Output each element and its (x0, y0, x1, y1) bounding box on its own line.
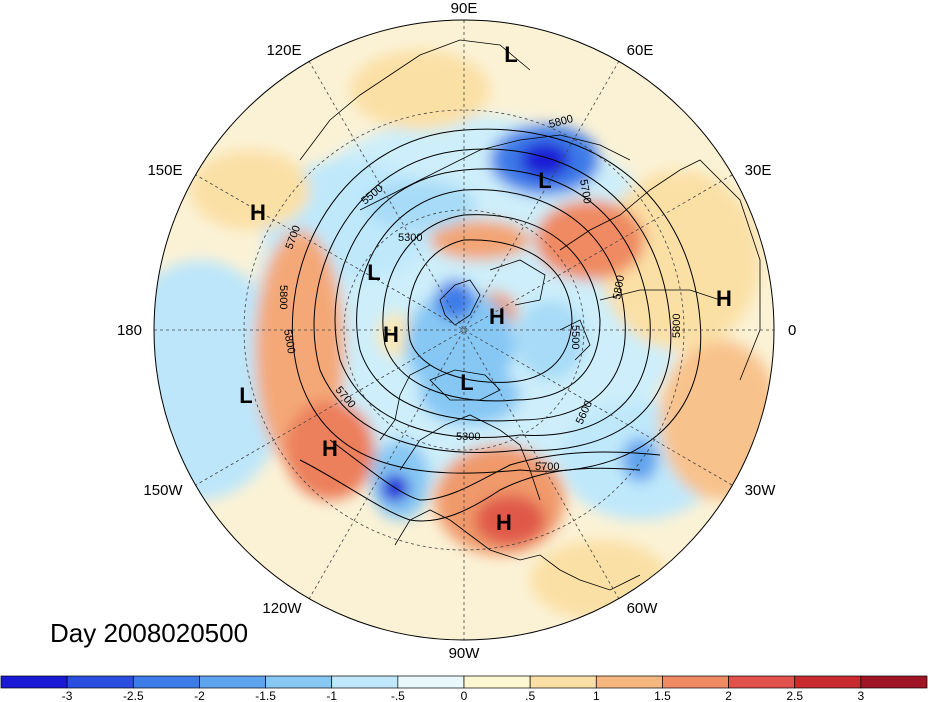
colorbar-swatch (0, 675, 68, 689)
lon-label-30e: 30E (745, 162, 772, 179)
colorbar-swatch (794, 675, 862, 689)
contour-label: 5700 (535, 461, 559, 473)
colorbar-tick-label: 1 (593, 689, 600, 702)
colorbar-swatch (265, 675, 333, 689)
contour-label: 5300 (456, 431, 480, 443)
contour-label: 5800 (611, 274, 627, 300)
coastlines (299, 39, 761, 591)
colorbar-swatch (132, 675, 200, 689)
colorbar-swatch (595, 675, 663, 689)
colorbar-swatch (860, 675, 928, 689)
colorbar-tick-label: -.5 (391, 689, 405, 702)
pressure-center: L (538, 168, 551, 193)
lon-label-90e: 90E (451, 0, 478, 17)
contour-label: 5700 (577, 178, 593, 204)
pressure-center: L (239, 383, 252, 408)
colorbar: -3 -2.5 -2 -1.5 -1 -.5 0 .5 1 1.5 2 2.5 3 (0, 675, 928, 702)
pressure-center: H (250, 200, 266, 225)
colorbar-tick-label: 0 (461, 689, 468, 702)
lon-label-150w: 150W (143, 482, 183, 499)
lon-label-180: 180 (117, 322, 142, 339)
pressure-center: L (367, 260, 380, 285)
lon-label-120e: 120E (266, 42, 301, 59)
contour-label: 5800 (671, 314, 683, 338)
colorbar-tick-label: -1.5 (255, 689, 276, 702)
colorbar-tick-label: -3 (62, 689, 73, 702)
lon-label-90w: 90W (449, 645, 481, 662)
lon-label-30w: 30W (745, 482, 777, 499)
lon-label-0: 0 (788, 322, 796, 339)
colorbar-swatch (529, 675, 597, 689)
pressure-center: H (496, 510, 512, 535)
lon-label-60w: 60W (627, 600, 659, 617)
pressure-center: L (460, 370, 473, 395)
colorbar-swatch (728, 675, 796, 689)
lon-label-120w: 120W (262, 600, 302, 617)
day-title: Day 2008020500 (50, 618, 249, 648)
colorbar-tick-label: 2 (725, 689, 732, 702)
height-contours (292, 128, 702, 522)
colorbar-swatch (463, 675, 531, 689)
colorbar-swatch (66, 675, 134, 689)
anomaly-field (154, 20, 774, 640)
longitude-labels: 90E 60E 30E 0 30W 60W 90W 120W 150W 180 … (117, 0, 796, 662)
pressure-center: H (383, 322, 399, 347)
colorbar-swatch (199, 675, 266, 689)
pressure-center: H (716, 286, 732, 311)
contour-label: 5800 (277, 285, 289, 309)
colorbar-swatch (397, 675, 465, 689)
colorbar-tick-label: 3 (858, 689, 865, 702)
colorbar-tick-label: 1.5 (654, 689, 671, 702)
pressure-center: H (322, 436, 338, 461)
colorbar-tick-label: -2.5 (123, 689, 144, 702)
map-border (153, 19, 775, 641)
pressure-centers: L L H L H H H L L H H (239, 42, 732, 535)
contour-label: 5800 (281, 328, 297, 354)
colorbar-tick-label: -1 (326, 689, 337, 702)
colorbar-tick-label: 2.5 (786, 689, 803, 702)
lon-label-60e: 60E (627, 42, 654, 59)
lon-label-150e: 150E (147, 162, 182, 179)
colorbar-tick-label: -2 (194, 689, 205, 702)
lat-lon-grid (154, 20, 774, 640)
colorbar-labels: -3 -2.5 -2 -1.5 -1 -.5 0 .5 1 1.5 2 2.5 3 (62, 689, 865, 702)
colorbar-swatch (662, 675, 729, 689)
contour-label: 5300 (398, 232, 422, 244)
pressure-center: H (489, 304, 505, 329)
hemisphere-map: 90E 60E 30E 0 30W 60W 90W 120W 150W 180 … (117, 0, 796, 662)
contour-label: 5500 (569, 325, 581, 349)
colorbar-tick-label: .5 (525, 689, 535, 702)
pressure-center: L (504, 42, 517, 67)
colorbar-swatch (331, 675, 399, 689)
colorbar-boxes (0, 675, 928, 689)
